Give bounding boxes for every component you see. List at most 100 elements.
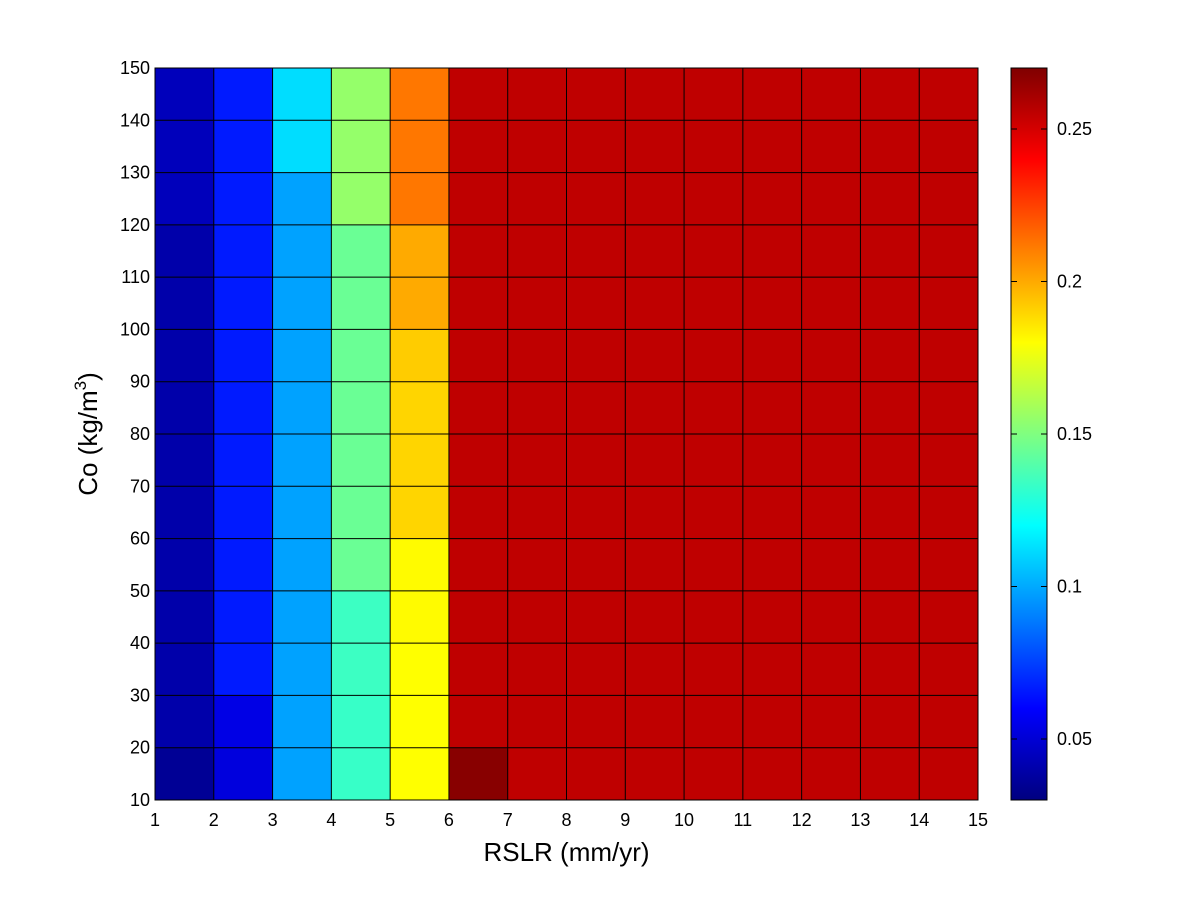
heatmap-cell: [919, 68, 978, 121]
heatmap-cell: [566, 120, 626, 173]
heatmap-cell: [448, 434, 508, 487]
heatmap-cell: [566, 172, 626, 225]
heatmap-cell: [919, 747, 978, 800]
heatmap-cell: [448, 381, 508, 434]
heatmap-cell: [625, 329, 685, 382]
heatmap-cell: [566, 381, 626, 434]
heatmap-cell: [801, 590, 861, 644]
heatmap-cell: [625, 381, 685, 434]
heatmap-cell: [155, 329, 214, 382]
heatmap-cell: [213, 277, 273, 330]
heatmap-cell: [860, 590, 920, 644]
heatmap-cell: [860, 695, 920, 748]
heatmap-cell: [566, 695, 626, 748]
heatmap-cell: [331, 590, 391, 644]
heatmap-cell: [684, 538, 743, 591]
heatmap-cell: [684, 68, 743, 121]
heatmap-cell: [390, 486, 449, 539]
y-axis-label: Co (kg/m3): [71, 372, 103, 496]
colorbar-tick-label: 0.05: [1057, 729, 1092, 749]
heatmap-cell: [272, 120, 332, 173]
heatmap-cell: [448, 695, 508, 748]
heatmap-cell: [390, 643, 449, 696]
heatmap-cell: [625, 486, 685, 539]
heatmap-cell: [272, 643, 332, 696]
heatmap-cell: [742, 538, 802, 591]
heatmap-cell: [155, 381, 214, 434]
heatmap-cell: [625, 434, 685, 487]
heatmap-cell: [860, 486, 920, 539]
heatmap-cell: [742, 486, 802, 539]
heatmap-cell: [919, 590, 978, 644]
heatmap-cell: [213, 381, 273, 434]
heatmap-cell: [272, 486, 332, 539]
heatmap-cell: [684, 329, 743, 382]
heatmap-cell: [507, 695, 567, 748]
heatmap-cell: [213, 486, 273, 539]
heatmap-cell: [155, 590, 214, 644]
heatmap-cell: [507, 538, 567, 591]
x-tick-label: 7: [503, 810, 513, 830]
heatmap-cell: [919, 172, 978, 225]
heatmap-cell: [919, 224, 978, 278]
y-tick-label: 150: [120, 58, 150, 78]
heatmap-cell: [331, 486, 391, 539]
heatmap-cells: [155, 68, 978, 800]
plot-frame: [154, 67, 979, 801]
heatmap-cell: [684, 172, 743, 225]
heatmap-cell: [448, 120, 508, 173]
heatmap-cell: [742, 381, 802, 434]
heatmap-cell: [331, 277, 391, 330]
y-tick-label: 40: [130, 633, 150, 653]
colorbar-tick-label: 0.25: [1057, 119, 1092, 139]
heatmap-cell: [742, 643, 802, 696]
heatmap-cell: [155, 277, 214, 330]
heatmap-cell: [742, 695, 802, 748]
heatmap-cell: [272, 747, 332, 800]
heatmap-cell: [742, 224, 802, 278]
heatmap-cell: [860, 381, 920, 434]
x-tick-label: 14: [909, 810, 929, 830]
heatmap-cell: [684, 381, 743, 434]
heatmap-cell: [331, 695, 391, 748]
heatmap-cell: [860, 747, 920, 800]
heatmap-cell: [331, 381, 391, 434]
x-tick-label: 11: [734, 810, 753, 830]
x-tick-label: 1: [150, 810, 160, 830]
x-tick-label: 8: [561, 810, 571, 830]
heatmap-cell: [448, 329, 508, 382]
heatmap-cell: [801, 747, 861, 800]
heatmap-cell: [155, 172, 214, 225]
heatmap-cell: [625, 643, 685, 696]
heatmap-cell: [742, 747, 802, 800]
heatmap-cell: [213, 224, 273, 278]
heatmap-cell: [507, 224, 567, 278]
heatmap-cell: [860, 538, 920, 591]
heatmap-cell: [331, 329, 391, 382]
heatmap-cell: [155, 747, 214, 800]
heatmap-cell: [684, 695, 743, 748]
heatmap-cell: [860, 224, 920, 278]
y-axis-label-main: Co (kg/m: [73, 390, 103, 495]
heatmap-cell: [155, 643, 214, 696]
heatmap-cell: [448, 747, 508, 800]
heatmap-cell: [742, 172, 802, 225]
heatmap-cell: [801, 381, 861, 434]
heatmap-cell: [684, 277, 743, 330]
heatmap-cell: [448, 590, 508, 644]
heatmap-cell: [390, 381, 449, 434]
heatmap-cell: [801, 695, 861, 748]
x-tick-label: 3: [268, 810, 278, 830]
heatmap-cell: [625, 538, 685, 591]
heatmap-cell: [625, 747, 685, 800]
heatmap-cell: [801, 434, 861, 487]
heatmap-cell: [331, 172, 391, 225]
heatmap-cell: [625, 695, 685, 748]
heatmap-cell: [801, 172, 861, 225]
x-tick-label: 12: [792, 810, 812, 830]
heatmap-cell: [448, 224, 508, 278]
heatmap-cell: [566, 434, 626, 487]
heatmap-cell: [272, 381, 332, 434]
heatmap-cell: [625, 590, 685, 644]
heatmap-cell: [919, 434, 978, 487]
